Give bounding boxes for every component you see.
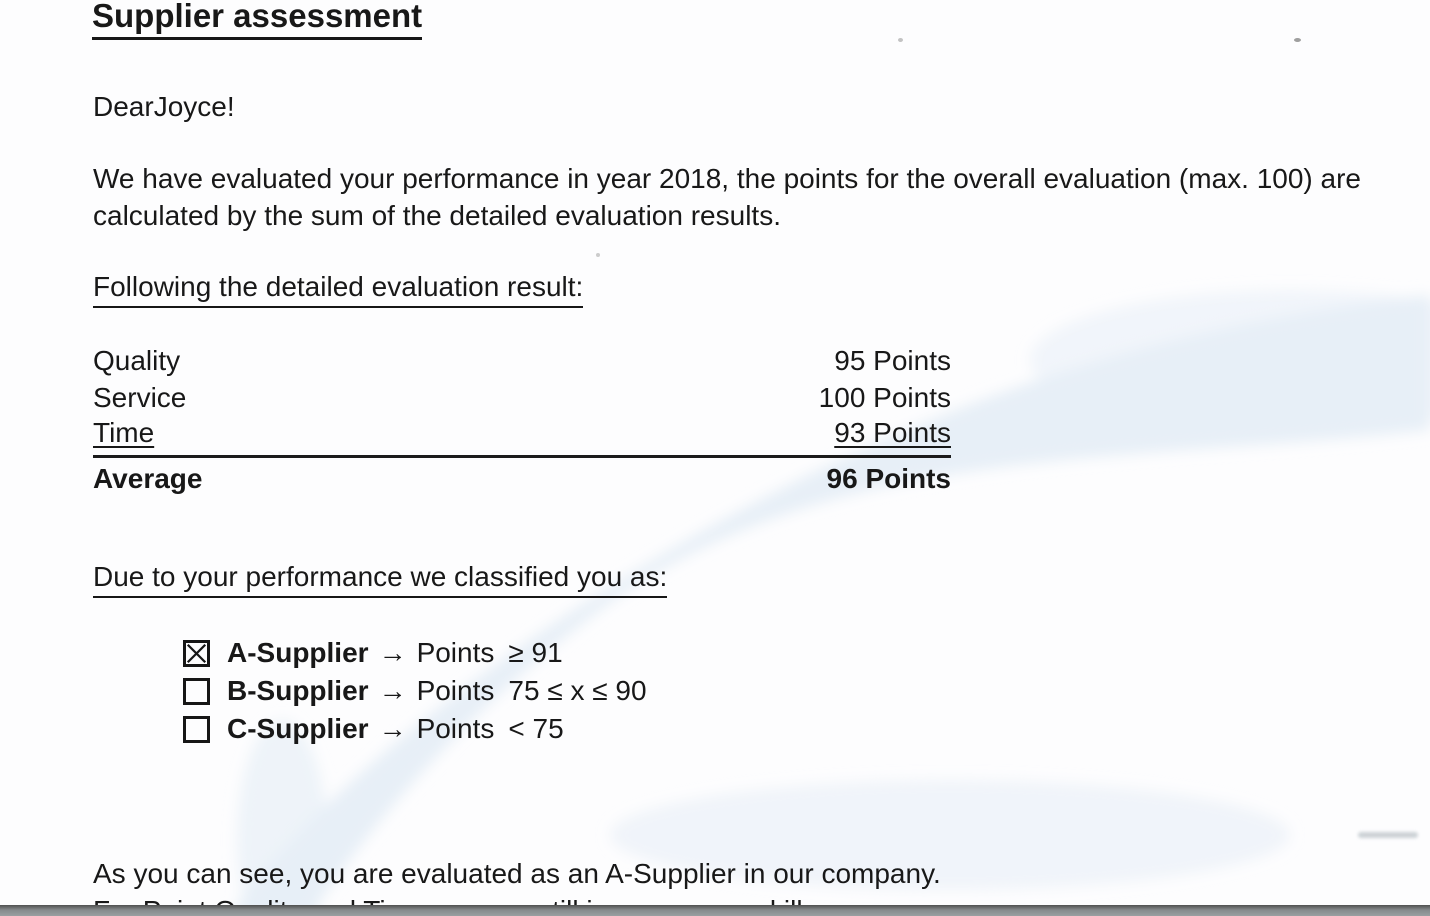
classification-options: A-Supplier → Points ≥ 91 B-Supplier → Po…: [183, 634, 647, 748]
criterion-label: Quality: [93, 345, 181, 376]
points-value: 93 Points: [834, 417, 951, 448]
points-condition: 75 ≤ x ≤ 90: [508, 675, 647, 706]
scanner-edge-bar: [0, 905, 1430, 916]
criterion-label: Average: [93, 463, 203, 494]
points-condition: ≥ 91: [508, 637, 563, 668]
evaluation-table: Quality 95 Points Service 100 Points Tim…: [93, 342, 951, 497]
scan-speck: [898, 38, 903, 42]
document-title: Supplier assessment: [92, 0, 423, 40]
points-word: Points: [416, 637, 495, 668]
c-supplier-checkbox-icon: [183, 715, 210, 743]
detail-evaluation-heading: Following the detailed evaluation result…: [93, 270, 584, 308]
scan-speck: [596, 253, 600, 257]
points-value: 96 Points: [826, 463, 951, 494]
scan-smudge: [1358, 832, 1418, 838]
option-c-supplier: C-Supplier → Points < 75: [183, 710, 647, 748]
points-word: Points: [416, 675, 495, 706]
criterion-label: Service: [93, 382, 187, 413]
table-row-time: Time 93 Points: [93, 416, 951, 458]
option-a-supplier: A-Supplier → Points ≥ 91: [183, 634, 647, 672]
scan-speck: [1294, 38, 1301, 42]
option-label: A-Supplier: [227, 637, 369, 668]
points-condition: < 75: [508, 713, 564, 744]
arrow-icon: →: [378, 637, 407, 668]
arrow-icon: →: [378, 713, 407, 744]
a-supplier-checkbox-icon: [183, 639, 210, 667]
arrow-icon: →: [378, 675, 407, 706]
table-row-average: Average 96 Points: [93, 458, 951, 497]
b-supplier-checkbox-icon: [183, 677, 210, 705]
points-value: 95 Points: [834, 345, 951, 376]
points-word: Points: [416, 713, 495, 744]
intro-paragraph: We have evaluated your performance in ye…: [93, 163, 1361, 231]
table-row-quality: Quality 95 Points: [93, 342, 951, 379]
table-row-service: Service 100 Points: [93, 379, 951, 416]
option-label: C-Supplier: [227, 713, 369, 744]
criterion-label: Time: [93, 417, 155, 448]
points-value: 100 Points: [818, 382, 951, 413]
classification-heading: Due to your performance we classified yo…: [93, 560, 668, 598]
option-b-supplier: B-Supplier → Points 75 ≤ x ≤ 90: [183, 672, 647, 710]
salutation: DearJoyce!: [93, 91, 235, 122]
option-label: B-Supplier: [227, 675, 369, 706]
closing-line-1: As you can see, you are evaluated as an …: [93, 858, 941, 889]
